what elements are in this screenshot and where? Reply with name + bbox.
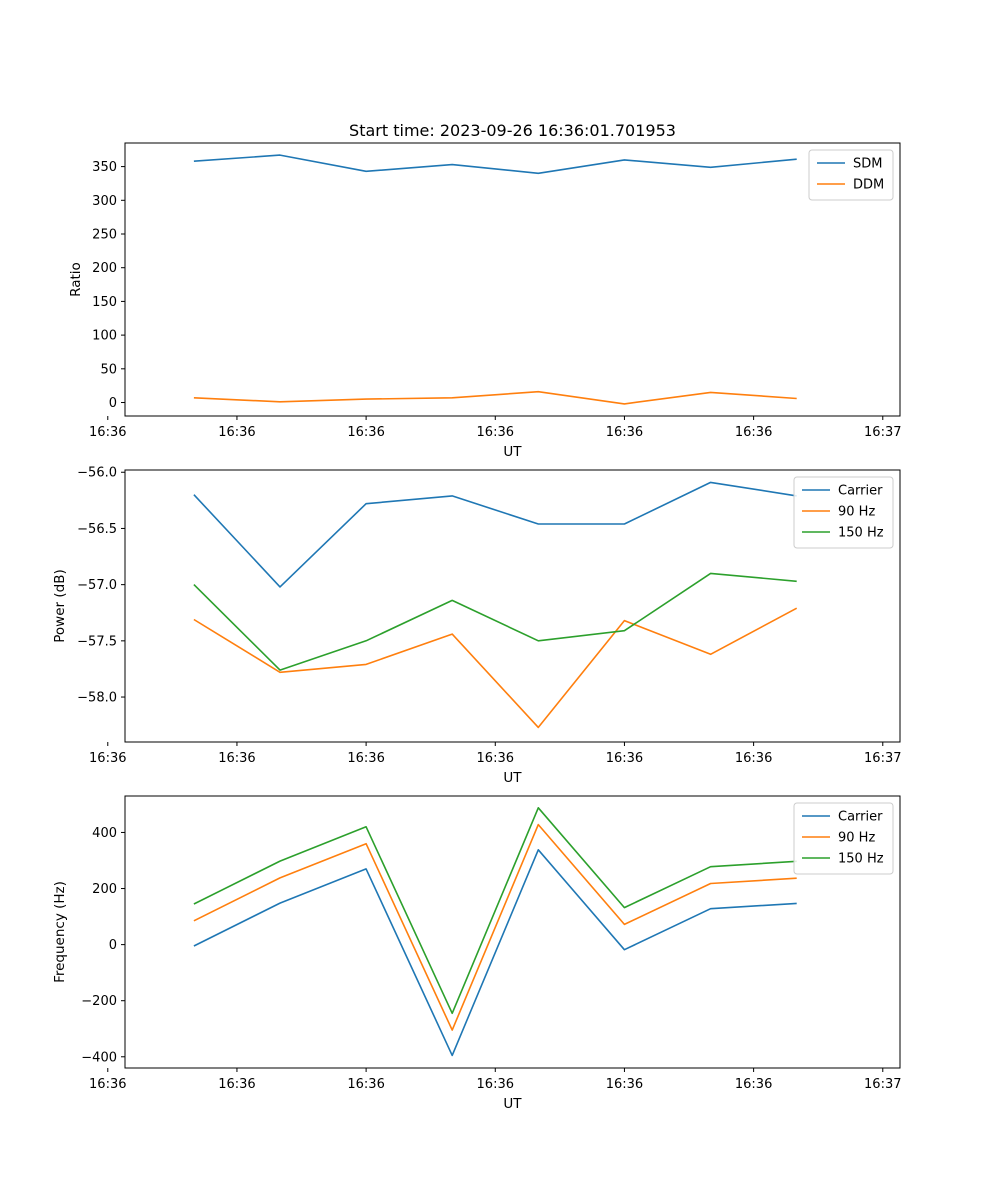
panel-power: 16:36 16:36 16:36 16:36 16:36 16:36 16:37 −58.0…	[52, 466, 902, 786]
y-tick-label: 300	[92, 194, 117, 209]
x-tick-label: 16:36	[606, 1077, 643, 1092]
x-tick-label: 16:36	[347, 425, 384, 440]
y-tick-label: −56.5	[77, 522, 117, 537]
legend-label: 90 Hz	[838, 831, 875, 846]
x-axis-label: UT	[503, 1096, 522, 1112]
x-axis-label: UT	[503, 444, 522, 460]
x-tick-label: 16:36	[477, 425, 514, 440]
legend: Carrier 90 Hz 150 Hz	[793, 802, 894, 875]
series-line-carrier	[193, 481, 797, 588]
panel-frequency: 16:36 16:36 16:36 16:36 16:36 16:36 16:37 −400 −…	[52, 795, 902, 1112]
y-tick-label: −57.5	[77, 634, 117, 649]
y-tick-label: 250	[92, 228, 117, 243]
x-tick-label: 16:36	[218, 751, 255, 766]
x-tick-label: 16:36	[347, 1077, 384, 1092]
legend: SDM DDM	[808, 149, 894, 201]
legend-label: 150 Hz	[838, 852, 884, 867]
y-tick-label: −56.0	[77, 466, 117, 481]
x-tick-label: 16:36	[735, 1077, 772, 1092]
y-tick-label: −58.0	[77, 691, 117, 706]
x-tick-label: 16:36	[218, 1077, 255, 1092]
y-tick-label: 200	[92, 261, 117, 276]
x-tick-label: 16:36	[477, 1077, 514, 1092]
y-tick-label: 200	[92, 882, 117, 897]
axes-frame	[124, 795, 901, 1069]
x-tick-label: 16:36	[735, 751, 772, 766]
figure-title: Start time: 2023-09-26 16:36:01.701953	[349, 121, 676, 140]
legend-label: Carrier	[838, 484, 883, 499]
series-line-90-hz	[193, 823, 797, 1031]
x-tick-label: 16:37	[864, 751, 901, 766]
series-line-150-hz	[193, 806, 797, 1015]
y-tick-label: 50	[100, 362, 117, 377]
y-axis-label: Ratio	[68, 262, 84, 297]
y-tick-label: 0	[109, 396, 117, 411]
series-line-150-hz	[193, 572, 797, 671]
x-tick-label: 16:36	[218, 425, 255, 440]
legend-label: DDM	[853, 178, 884, 193]
panel-ratio: 16:36 16:36 16:36 16:36 16:36 16:36 16:37 0 50 10…	[68, 142, 902, 460]
series-line-sdm	[193, 154, 797, 175]
y-tick-label: −57.0	[77, 578, 117, 593]
legend-box	[793, 476, 894, 549]
y-axis-label: Frequency (Hz)	[52, 881, 68, 983]
x-tick-label: 16:36	[89, 751, 126, 766]
x-tick-label: 16:36	[606, 751, 643, 766]
axes-frame	[124, 142, 901, 417]
legend: Carrier 90 Hz 150 Hz	[793, 476, 894, 549]
x-tick-label: 16:36	[89, 1077, 126, 1092]
series-line-carrier	[193, 848, 797, 1057]
y-tick-label: 100	[92, 329, 117, 344]
legend-label: Carrier	[838, 810, 883, 825]
series-line-90-hz	[193, 607, 798, 729]
legend-box	[793, 802, 894, 875]
legend-label: SDM	[853, 157, 882, 172]
x-tick-label: 16:36	[477, 751, 514, 766]
y-tick-label: 400	[92, 826, 117, 841]
x-tick-label: 16:36	[735, 425, 772, 440]
x-tick-label: 16:36	[89, 425, 126, 440]
x-axis-label: UT	[503, 770, 522, 786]
y-tick-label: −400	[81, 1050, 117, 1065]
y-tick-label: 350	[92, 160, 117, 175]
axes-frame	[124, 469, 901, 743]
legend-label: 150 Hz	[838, 526, 884, 541]
y-tick-label: 150	[92, 295, 117, 310]
y-tick-label: 0	[109, 938, 117, 953]
x-tick-label: 16:37	[864, 425, 901, 440]
x-tick-label: 16:36	[606, 425, 643, 440]
legend-label: 90 Hz	[838, 505, 875, 520]
y-axis-label: Power (dB)	[52, 569, 68, 642]
y-tick-label: −200	[81, 994, 117, 1009]
series-line-ddm	[193, 390, 797, 405]
x-tick-label: 16:36	[347, 751, 384, 766]
x-tick-label: 16:37	[864, 1077, 901, 1092]
